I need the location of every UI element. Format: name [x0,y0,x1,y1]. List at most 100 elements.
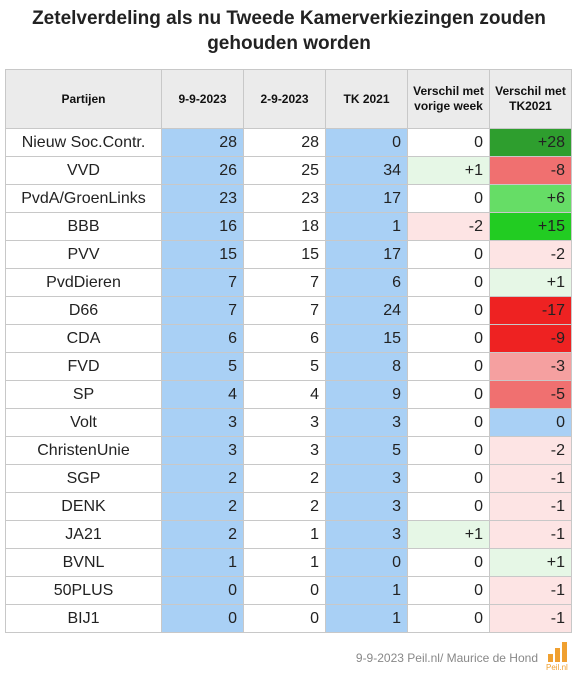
diff-week: 0 [407,324,490,353]
party-name: SGP [5,464,162,493]
table-row: Volt 3 3 3 0 0 [5,408,572,437]
current-seats: 2 [161,464,244,493]
diff-week: +1 [407,156,490,185]
table-row: SP 4 4 9 0 -5 [5,380,572,409]
diff-tk: -5 [489,380,572,409]
previous-seats: 3 [243,408,326,437]
table-row: BBB 16 18 1 -2 +15 [5,212,572,241]
table-row: Nieuw Soc.Contr. 28 28 0 0 +28 [5,128,572,157]
current-seats: 2 [161,492,244,521]
party-name: JA21 [5,520,162,549]
logo-text: Peil.nl [546,663,568,672]
diff-week: 0 [407,548,490,577]
diff-week: 0 [407,380,490,409]
party-name: SP [5,380,162,409]
previous-seats: 7 [243,296,326,325]
diff-tk: -1 [489,604,572,633]
party-name: PVV [5,240,162,269]
tk2021-seats: 0 [325,128,408,157]
previous-seats: 3 [243,436,326,465]
current-seats: 7 [161,296,244,325]
tk2021-seats: 3 [325,408,408,437]
table-row: BVNL 1 1 0 0 +1 [5,548,572,577]
diff-tk: +1 [489,268,572,297]
diff-week: 0 [407,408,490,437]
current-seats: 0 [161,604,244,633]
table-row: SGP 2 2 3 0 -1 [5,464,572,493]
previous-seats: 7 [243,268,326,297]
diff-week: 0 [407,128,490,157]
party-name: FVD [5,352,162,381]
party-name: PvdA/GroenLinks [5,184,162,213]
diff-tk: -1 [489,520,572,549]
diff-week: -2 [407,212,490,241]
party-name: 50PLUS [5,576,162,605]
diff-tk: +6 [489,184,572,213]
current-seats: 5 [161,352,244,381]
previous-seats: 25 [243,156,326,185]
diff-tk: +28 [489,128,572,157]
tk2021-seats: 1 [325,604,408,633]
header-diff-week: Verschil met vorige week [407,69,490,129]
table-body: Nieuw Soc.Contr. 28 28 0 0 +28 VVD 26 25 34 +1 -8 Pv… [5,128,572,633]
previous-seats: 23 [243,184,326,213]
chart-title: Zetelverdeling als nu Tweede Kamerverkie… [32,8,546,54]
party-name: D66 [5,296,162,325]
source-footer: 9-9-2023 Peil.nl/ Maurice de Hond [355,651,538,665]
diff-tk: -2 [489,240,572,269]
current-seats: 1 [161,548,244,577]
party-name: Volt [5,408,162,437]
previous-seats: 0 [243,604,326,633]
diff-week: 0 [407,576,490,605]
diff-week: 0 [407,296,490,325]
current-seats: 6 [161,324,244,353]
header-party: Partijen [5,69,162,129]
diff-tk: -2 [489,436,572,465]
party-name: DENK [5,492,162,521]
tk2021-seats: 3 [325,492,408,521]
previous-seats: 2 [243,492,326,521]
current-seats: 7 [161,268,244,297]
table-row: 50PLUS 0 0 1 0 -1 [5,576,572,605]
diff-week: 0 [407,464,490,493]
table-row: CDA 6 6 15 0 -9 [5,324,572,353]
seat-table: Partijen 9-9-2023 2-9-2023 TK 2021 Versc… [5,69,572,633]
diff-tk: -9 [489,324,572,353]
diff-week: 0 [407,436,490,465]
previous-seats: 6 [243,324,326,353]
diff-tk: 0 [489,408,572,437]
diff-tk: -1 [489,492,572,521]
current-seats: 3 [161,408,244,437]
diff-tk: -17 [489,296,572,325]
header-current: 9-9-2023 [161,69,244,129]
tk2021-seats: 3 [325,464,408,493]
tk2021-seats: 17 [325,240,408,269]
current-seats: 4 [161,380,244,409]
current-seats: 26 [161,156,244,185]
table-row: PVV 15 15 17 0 -2 [5,240,572,269]
party-name: BBB [5,212,162,241]
header-diff-tk: Verschil met TK2021 [489,69,572,129]
diff-week: 0 [407,604,490,633]
diff-week: 0 [407,268,490,297]
tk2021-seats: 9 [325,380,408,409]
current-seats: 0 [161,576,244,605]
diff-tk: -8 [489,156,572,185]
party-name: Nieuw Soc.Contr. [5,128,162,157]
previous-seats: 15 [243,240,326,269]
previous-seats: 5 [243,352,326,381]
tk2021-seats: 15 [325,324,408,353]
diff-tk: -1 [489,464,572,493]
tk2021-seats: 1 [325,212,408,241]
diff-tk: -1 [489,576,572,605]
header-row: Partijen 9-9-2023 2-9-2023 TK 2021 Versc… [5,69,572,129]
previous-seats: 28 [243,128,326,157]
tk2021-seats: 6 [325,268,408,297]
tk2021-seats: 1 [325,576,408,605]
tk2021-seats: 3 [325,520,408,549]
current-seats: 2 [161,520,244,549]
party-name: BVNL [5,548,162,577]
table-row: FVD 5 5 8 0 -3 [5,352,572,381]
diff-tk: +15 [489,212,572,241]
party-name: BIJ1 [5,604,162,633]
